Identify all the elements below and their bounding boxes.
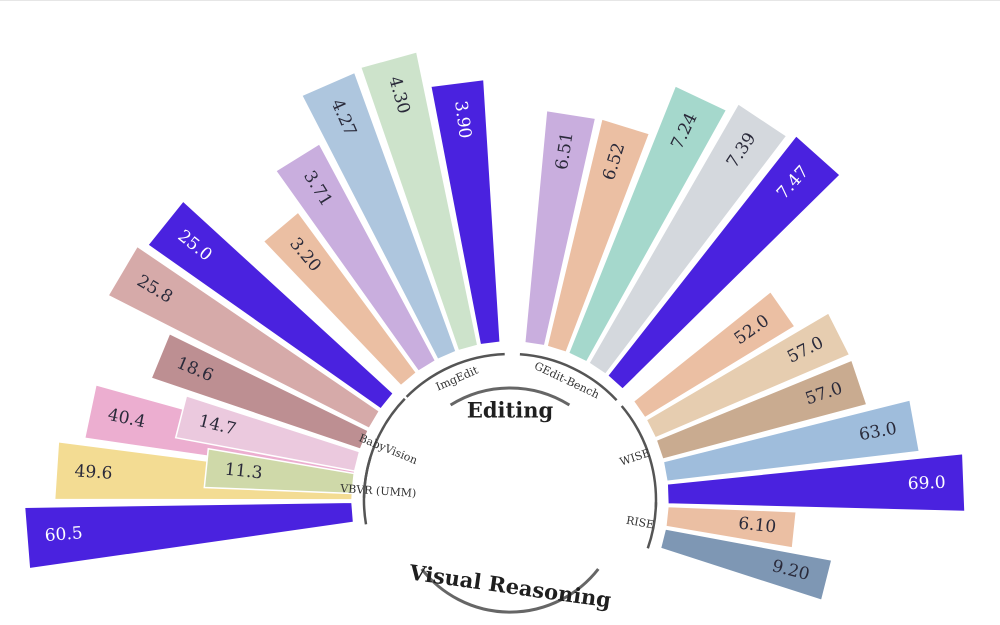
bar-wise-4 <box>662 398 921 483</box>
value-label-vbvr-umm-1: 60.5 <box>44 523 83 546</box>
value-label-wise-5: 69.0 <box>907 473 946 494</box>
benchmark-label-wise: WISE <box>618 446 652 468</box>
value-label-vbvr-umm-2: 49.6 <box>74 461 113 483</box>
bar-babyvision-4 <box>106 245 381 430</box>
axis-arc-gedit-bench <box>519 353 618 402</box>
top-divider <box>0 0 1000 1</box>
bar-wise-2 <box>645 311 851 439</box>
bar-vbvr-umm-1 <box>23 501 355 570</box>
bar-imgedit-4 <box>359 50 479 352</box>
group-arc-visual-reasoning <box>420 568 600 614</box>
axis-arc-wise <box>620 405 658 508</box>
bar-wise-3 <box>655 359 868 461</box>
group-title-editing: Editing <box>467 398 554 423</box>
bar-babyvision-5 <box>146 199 395 411</box>
benchmark-label-vbvr-umm: VBVR (UMM) <box>339 482 417 500</box>
bar-imgedit-3 <box>300 71 458 361</box>
value-label-imgedit-5: 3.90 <box>450 100 475 140</box>
bar-gedit-bench-5 <box>606 134 842 391</box>
bar-rise-2 <box>659 528 833 602</box>
benchmark-label-babyvision: BabyVision <box>357 431 419 467</box>
bar-imgedit-2 <box>274 142 437 373</box>
bar-gedit-bench-4 <box>587 102 788 376</box>
bar-wise-5 <box>666 452 966 513</box>
bar-babyvision-3 <box>150 332 370 451</box>
bar-imgedit-5 <box>429 78 501 346</box>
bar-babyvision-1 <box>203 447 356 495</box>
bar-gedit-bench-1 <box>523 109 597 347</box>
value-label-rise-1: 6.10 <box>737 514 777 538</box>
bar-gedit-bench-3 <box>567 84 728 363</box>
axis-arc-rise <box>646 502 658 549</box>
bar-babyvision-2 <box>174 394 361 472</box>
benchmark-label-rise: RISE <box>625 514 655 532</box>
group-arc-editing <box>449 386 571 407</box>
benchmark-label-imgedit: ImgEdit <box>434 363 481 393</box>
bar-gedit-bench-2 <box>546 117 651 354</box>
bar-imgedit-1 <box>262 211 418 387</box>
axis-arc-babyvision <box>362 397 406 498</box>
bars-layer <box>23 50 966 602</box>
bar-wise-1 <box>632 290 797 419</box>
group-title-visual-reasoning: Visual Reasoning <box>407 559 613 612</box>
bar-rise-1 <box>664 505 798 549</box>
value-label-babyvision-1: 11.3 <box>224 460 264 484</box>
axis-arc-imgedit <box>405 352 505 398</box>
